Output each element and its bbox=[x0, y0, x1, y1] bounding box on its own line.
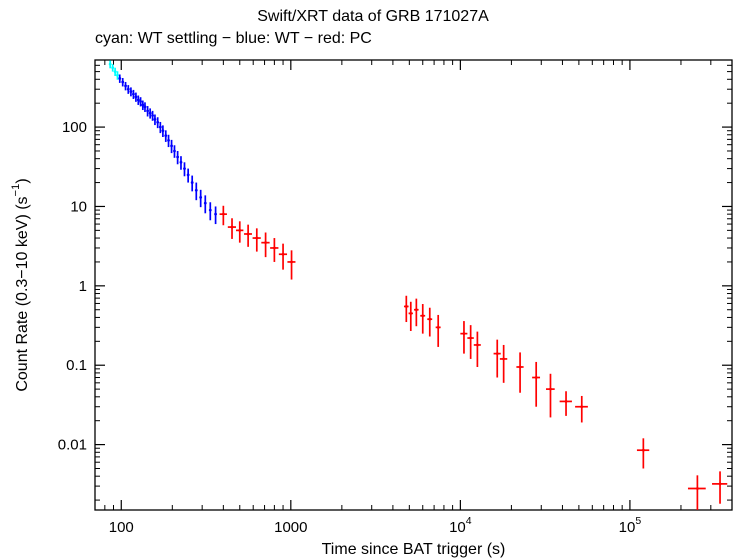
data-point bbox=[116, 74, 119, 77]
data-point bbox=[437, 326, 440, 329]
chart-container: Swift/XRT data of GRB 171027A cyan: WT s… bbox=[0, 0, 746, 558]
data-point bbox=[463, 332, 466, 335]
data-point bbox=[144, 105, 147, 108]
y-tick-label: 100 bbox=[62, 119, 87, 136]
data-point bbox=[476, 344, 479, 347]
data-point bbox=[139, 100, 142, 103]
data-point bbox=[180, 161, 183, 164]
data-point bbox=[255, 237, 258, 240]
data-point bbox=[111, 66, 114, 69]
data-point bbox=[124, 85, 127, 88]
data-point bbox=[195, 189, 198, 192]
data-point bbox=[130, 90, 133, 93]
data-point bbox=[161, 129, 164, 132]
data-point bbox=[151, 114, 154, 117]
data-point bbox=[156, 121, 159, 124]
data-point bbox=[109, 63, 112, 66]
data-point bbox=[469, 337, 472, 340]
data-point bbox=[565, 400, 568, 403]
data-point bbox=[696, 487, 699, 490]
y-tick-label: 0.1 bbox=[66, 357, 87, 374]
data-point bbox=[428, 318, 431, 321]
data-point bbox=[502, 358, 505, 361]
data-point bbox=[137, 99, 140, 102]
data-point bbox=[170, 144, 173, 147]
data-point bbox=[118, 77, 121, 80]
data-point bbox=[264, 241, 267, 244]
x-tick-label: 100 bbox=[109, 519, 134, 536]
data-point bbox=[132, 93, 135, 96]
y-tick-label: 1 bbox=[79, 278, 87, 295]
data-point bbox=[187, 173, 190, 176]
data-point bbox=[146, 109, 149, 112]
data-point bbox=[247, 233, 250, 236]
data-point bbox=[415, 308, 418, 311]
data-point bbox=[719, 482, 722, 485]
data-point bbox=[167, 139, 170, 142]
data-point bbox=[535, 376, 538, 379]
data-point bbox=[159, 126, 162, 129]
data-point bbox=[580, 405, 583, 408]
data-point bbox=[282, 253, 285, 256]
data-point bbox=[199, 196, 202, 199]
data-point bbox=[176, 156, 179, 159]
data-point bbox=[405, 305, 408, 308]
x-axis-label: Time since BAT trigger (s) bbox=[322, 541, 506, 558]
data-point bbox=[238, 229, 241, 232]
data-point bbox=[231, 226, 234, 229]
data-point bbox=[642, 449, 645, 452]
plot-frame bbox=[95, 60, 732, 510]
y-tick-label: 10 bbox=[70, 198, 87, 215]
x-tick-label: 105 bbox=[619, 515, 642, 536]
data-point bbox=[421, 314, 424, 317]
x-tick-label: 1000 bbox=[274, 519, 307, 536]
data-point bbox=[496, 352, 499, 355]
data-point bbox=[204, 202, 207, 205]
data-point bbox=[290, 261, 293, 264]
data-point bbox=[273, 247, 276, 250]
x-tick-label: 104 bbox=[449, 515, 472, 536]
data-point bbox=[149, 112, 152, 115]
data-point bbox=[164, 134, 167, 137]
data-point bbox=[214, 213, 217, 216]
y-tick-label: 0.01 bbox=[58, 437, 87, 454]
data-point bbox=[183, 167, 186, 170]
data-point bbox=[141, 104, 144, 107]
data-point bbox=[409, 312, 412, 315]
data-point bbox=[209, 209, 212, 212]
data-point bbox=[114, 70, 117, 73]
y-axis-label: Count Rate (0.3−10 keV) (s−1) bbox=[10, 178, 31, 391]
data-point bbox=[173, 150, 176, 153]
data-point bbox=[519, 366, 522, 369]
data-layer bbox=[109, 60, 727, 510]
data-point bbox=[549, 388, 552, 391]
data-point bbox=[127, 88, 130, 91]
data-point bbox=[154, 118, 157, 121]
data-point bbox=[191, 181, 194, 184]
data-point bbox=[135, 96, 138, 99]
data-point bbox=[121, 81, 124, 84]
plot-svg: 100 1000 104 105 0.01 0.1 1 10 100 Time since BAT… bbox=[0, 0, 746, 558]
data-point bbox=[222, 213, 225, 216]
